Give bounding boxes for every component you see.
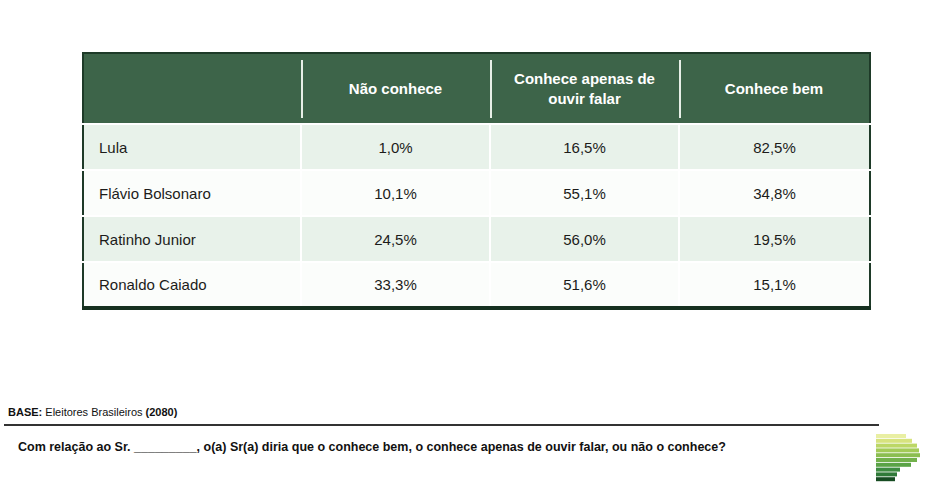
cell-value: 82,5% [679, 124, 870, 170]
logo-bar [876, 472, 897, 476]
base-note: BASE: Eleitores Brasileiros (2080) [8, 406, 177, 418]
cell-value: 16,5% [490, 124, 679, 170]
base-label: BASE: [8, 406, 42, 418]
cell-value: 15,1% [679, 262, 870, 308]
header-nao-conhece: Não conhece [301, 53, 490, 124]
logo-bar [876, 468, 900, 472]
green-bars-logo-icon [876, 434, 922, 482]
base-population: Eleitores Brasileiros [45, 406, 142, 418]
table-row: Flávio Bolsonaro 10,1% 55,1% 34,8% [83, 170, 870, 216]
table-row: Ronaldo Caiado 33,3% 51,6% 15,1% [83, 262, 870, 308]
row-name-lula: Lula [83, 124, 301, 170]
cell-value: 55,1% [490, 170, 679, 216]
logo-bar [876, 453, 920, 457]
row-name-ronaldo-caiado: Ronaldo Caiado [83, 262, 301, 308]
cell-value: 19,5% [679, 216, 870, 262]
table-header-row: Não conhece Conhece apenas de ouvir fala… [83, 53, 870, 124]
row-name-ratinho-junior: Ratinho Junior [83, 216, 301, 262]
logo-bar [876, 463, 911, 467]
logo-bar [876, 458, 917, 462]
table-row: Lula 1,0% 16,5% 82,5% [83, 124, 870, 170]
cell-value: 51,6% [490, 262, 679, 308]
header-conhece-bem: Conhece bem [679, 53, 870, 124]
divider-line [4, 424, 879, 426]
cell-value: 56,0% [490, 216, 679, 262]
header-empty-cell [83, 53, 301, 124]
logo-bar [876, 434, 906, 438]
header-conhece-apenas-ouvir-falar: Conhece apenas de ouvir falar [490, 53, 679, 124]
logo-bar [876, 448, 919, 452]
logo-bar [876, 439, 912, 443]
poll-results-table: Não conhece Conhece apenas de ouvir fala… [82, 52, 871, 310]
slide-page: Não conhece Conhece apenas de ouvir fala… [0, 0, 946, 490]
base-count: (2080) [146, 406, 178, 418]
cell-value: 10,1% [301, 170, 490, 216]
logo-bar [876, 444, 917, 448]
cell-value: 33,3% [301, 262, 490, 308]
cell-value: 34,8% [679, 170, 870, 216]
cell-value: 1,0% [301, 124, 490, 170]
row-name-flavio-bolsonaro: Flávio Bolsonaro [83, 170, 301, 216]
logo-bar [876, 477, 895, 481]
table-row: Ratinho Junior 24,5% 56,0% 19,5% [83, 216, 870, 262]
cell-value: 24,5% [301, 216, 490, 262]
survey-question: Com relação ao Sr. _________, o(a) Sr(a)… [18, 440, 818, 454]
